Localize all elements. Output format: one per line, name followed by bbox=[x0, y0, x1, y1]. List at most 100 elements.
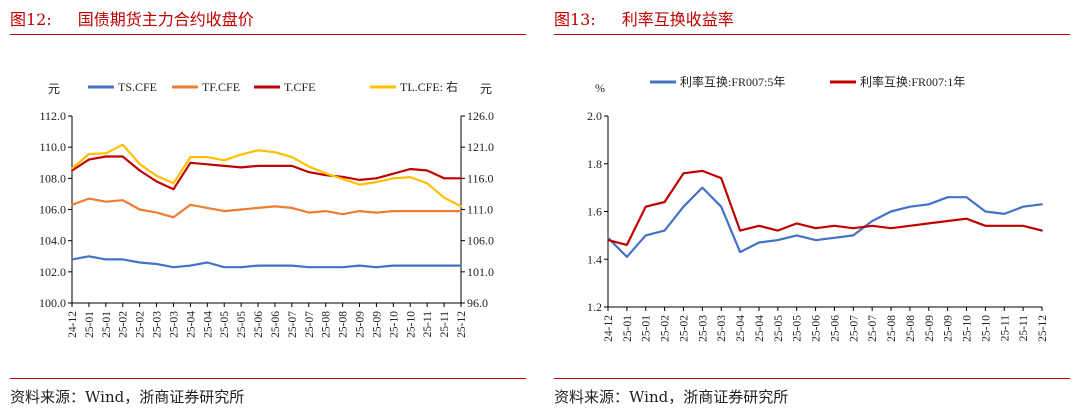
chart1-xtick-label: 25-05 bbox=[773, 315, 785, 342]
chart0-series-3-point bbox=[104, 152, 107, 155]
chart1-series-0-point bbox=[984, 210, 987, 213]
chart1-legend-label-0: 利率互换:FR007:5年 bbox=[680, 74, 785, 89]
chart1-series-0-point bbox=[833, 236, 836, 239]
chart1-xtick-label: 25-01 bbox=[641, 315, 653, 342]
chart0-y2tick-label: 126.0 bbox=[467, 109, 494, 123]
chart0-series-3-point bbox=[240, 153, 243, 156]
chart0-series-2-point bbox=[358, 179, 361, 181]
chart0-series-0-point bbox=[206, 261, 209, 264]
chart0-series-1-point bbox=[155, 211, 158, 214]
chart1-xtick-label: 25-05 bbox=[792, 315, 804, 342]
chart0-series-0-point bbox=[172, 266, 175, 269]
chart0-xtick-label: 25-04 bbox=[185, 311, 197, 338]
chart0-xtick-label: 25-05 bbox=[236, 311, 248, 338]
chart0-xtick-label: 25-01 bbox=[84, 311, 96, 338]
chart1-xtick-label: 25-10 bbox=[962, 315, 974, 342]
chart0-ytick-label: 108.0 bbox=[39, 171, 66, 185]
chart0-series-0-point bbox=[375, 266, 378, 269]
chart1-series-1-point bbox=[927, 222, 930, 225]
chart0-series-0-point bbox=[409, 264, 412, 267]
chart0-legend-label-1: TF.CFE bbox=[202, 80, 240, 94]
chart1-series-1-point bbox=[795, 222, 798, 225]
chart0-legend-label-0: TS.CFE bbox=[118, 80, 157, 94]
chart1-xtick-label: 25-09 bbox=[943, 315, 955, 342]
chart1-series-0-point bbox=[607, 236, 609, 239]
chart1-series-0-point bbox=[927, 203, 930, 206]
chart0-y2tick-label: 96.0 bbox=[467, 296, 488, 310]
chart1-series-1-point bbox=[965, 217, 968, 220]
chart0-ytick-label: 104.0 bbox=[39, 234, 66, 248]
chart1-xtick-label: 25-03 bbox=[716, 315, 728, 342]
chart0-series-2-point bbox=[324, 174, 327, 177]
chart0-series-1-point bbox=[71, 203, 73, 206]
chart1-series-0-point bbox=[871, 220, 874, 222]
chart1-series-1-point bbox=[607, 239, 609, 242]
figure-12-number: 图12: bbox=[10, 10, 52, 29]
chart1-xtick-label: 25-06 bbox=[811, 315, 823, 342]
chart0-xtick-label: 25-04 bbox=[202, 311, 214, 338]
chart0-ytick-label: 106.0 bbox=[39, 203, 66, 217]
chart1-series-0-point bbox=[663, 229, 666, 232]
chart0-ylabel: 元 bbox=[48, 82, 60, 96]
chart0-xtick-label: 25-07 bbox=[304, 311, 316, 338]
chart0-xtick-label: 25-06 bbox=[270, 311, 282, 338]
chart0-series-2-point bbox=[307, 171, 310, 174]
chart0-series-0-point bbox=[155, 263, 158, 265]
chart1-xtick-label: 25-11 bbox=[999, 315, 1011, 342]
chart0-series-0-point bbox=[291, 264, 293, 267]
chart0-series-2-point bbox=[274, 165, 276, 167]
chart0-series-3-point bbox=[460, 205, 462, 208]
chart0-series-0-point bbox=[71, 258, 73, 261]
chart0-xtick-label: 24-12 bbox=[67, 311, 79, 338]
chart1-xtick-label: 25-04 bbox=[735, 315, 747, 342]
chart0-xtick-label: 25-03 bbox=[168, 311, 180, 338]
chart0-series-1-point bbox=[460, 210, 462, 213]
chart1-ytick-label: 1.6 bbox=[587, 205, 602, 219]
chart1-series-0-point bbox=[965, 196, 968, 199]
chart1-xtick-label: 25-06 bbox=[829, 315, 841, 342]
chart0-xtick-label: 25-12 bbox=[456, 311, 468, 338]
chart1-ylabel: % bbox=[595, 81, 605, 95]
chart0-series-0-point bbox=[443, 264, 445, 267]
chart0-series-0-point bbox=[104, 258, 107, 261]
figure-13-top-rule bbox=[554, 34, 1070, 35]
chart0-series-0-point bbox=[138, 261, 141, 264]
chart0-ytick-label: 110.0 bbox=[39, 140, 66, 154]
chart1-series-0-point bbox=[946, 196, 949, 199]
chart0-legend-label-2: T.CFE bbox=[284, 80, 315, 94]
figure-13-source: 资料来源：Wind，浙商证券研究所 bbox=[554, 388, 789, 406]
chart0-series-1-point bbox=[443, 210, 445, 213]
chart0-series-3-point bbox=[172, 182, 175, 185]
chart0-series-3-point bbox=[223, 159, 226, 162]
chart0-series-3-line bbox=[71, 143, 462, 208]
chart1-series-0-point bbox=[909, 205, 911, 208]
figure-13-title-text: 利率互换收益率 bbox=[621, 10, 734, 29]
chart1-series-0-point bbox=[1041, 203, 1043, 206]
chart1-xtick-label: 25-08 bbox=[905, 315, 917, 342]
chart1-series-1-point bbox=[984, 224, 987, 227]
chart0-series-0-point bbox=[240, 266, 243, 269]
chart0-ytick-label: 102.0 bbox=[39, 265, 66, 279]
chart1-series-1-point bbox=[871, 224, 874, 227]
chart0-series-0-point bbox=[460, 264, 462, 267]
chart1-series-0-point bbox=[644, 234, 647, 237]
chart0-xtick-label: 25-09 bbox=[371, 311, 383, 338]
chart1-series-0-point bbox=[701, 186, 704, 189]
chart1-xtick-label: 25-03 bbox=[697, 315, 709, 342]
chart0-series-1-point bbox=[121, 199, 124, 202]
chart0-series-0-point bbox=[274, 264, 276, 267]
futures-price-chart: 100.0 102.0 104.0 106.0 108.0 110.0 112.0 96.0 1… bbox=[39, 79, 494, 338]
chart1-series-1-point bbox=[663, 201, 666, 203]
chart0-xtick-label: 25-09 bbox=[355, 311, 367, 338]
chart0-xtick-label: 25-07 bbox=[287, 311, 299, 338]
chart1-series-1-point bbox=[720, 177, 723, 180]
chart1-series-1-point bbox=[701, 170, 704, 172]
chart1-xtick-label: 25-02 bbox=[660, 315, 672, 342]
chart0-series-3-point bbox=[307, 165, 310, 168]
chart0-series-2-point bbox=[443, 177, 445, 180]
chart0-y2tick-label: 111.0 bbox=[467, 203, 493, 217]
chart1-series-1-point bbox=[626, 244, 628, 246]
chart1-series-0-point bbox=[626, 256, 628, 258]
chart1-xtick-label: 25-07 bbox=[848, 315, 860, 342]
chart1-xtick-label: 25-08 bbox=[886, 315, 898, 342]
